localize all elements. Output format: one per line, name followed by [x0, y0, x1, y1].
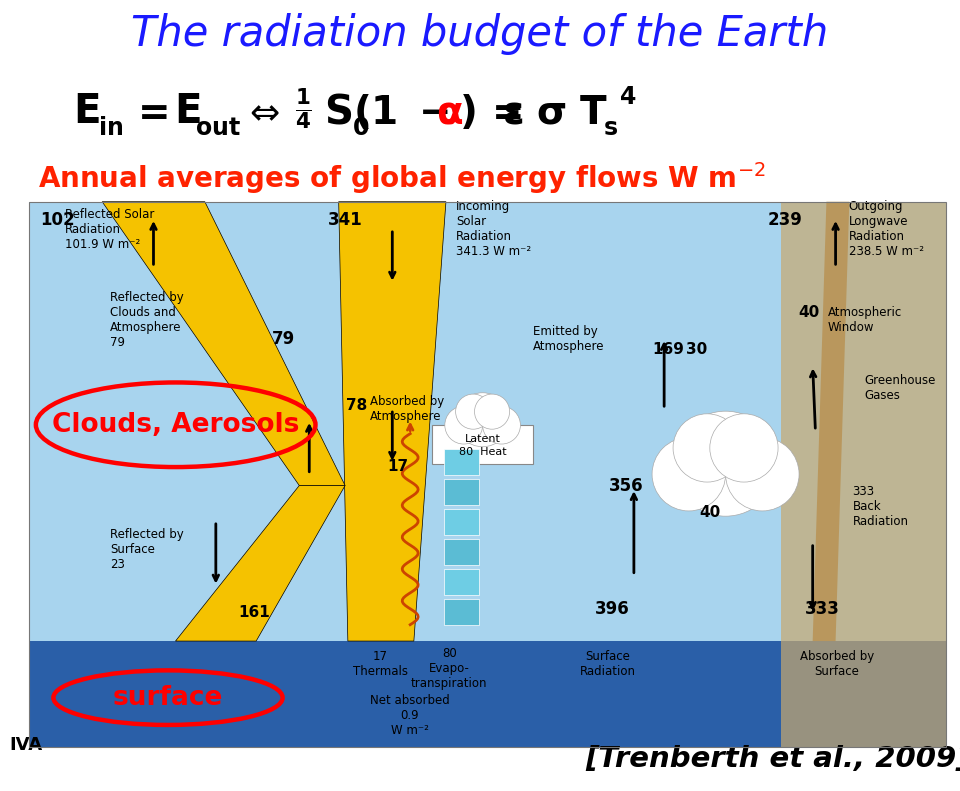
Text: 341: 341 [328, 211, 363, 229]
Text: Annual averages of global energy flows W m$^{-2}$: Annual averages of global energy flows W… [38, 160, 766, 196]
Bar [444, 449, 479, 475]
Text: Reflected by
Clouds and
Atmosphere
79: Reflected by Clouds and Atmosphere 79 [110, 291, 184, 350]
Text: 396: 396 [595, 600, 630, 618]
Text: $\mathbf{(1\ -}$: $\mathbf{(1\ -}$ [352, 93, 448, 132]
Text: 40: 40 [799, 305, 820, 320]
Text: 17: 17 [387, 460, 408, 474]
Text: 30: 30 [686, 343, 708, 357]
Circle shape [474, 394, 510, 430]
Polygon shape [102, 202, 345, 486]
Polygon shape [176, 486, 345, 641]
Text: 80
Evapo-
transpiration: 80 Evapo- transpiration [411, 647, 488, 690]
Bar [29, 641, 946, 747]
Text: 102: 102 [40, 211, 75, 229]
Text: $\mathbf{)}$: $\mathbf{)}$ [459, 93, 476, 132]
Text: $\mathbf{=}$: $\mathbf{=}$ [130, 93, 168, 131]
Polygon shape [339, 202, 446, 641]
Text: The radiation budget of the Earth: The radiation budget of the Earth [132, 13, 828, 55]
Bar [780, 202, 946, 747]
Text: Latent: Latent [465, 433, 500, 444]
Circle shape [726, 437, 799, 511]
Text: Net absorbed
0.9
W m⁻²: Net absorbed 0.9 W m⁻² [370, 694, 450, 737]
Text: $\mathbf{\alpha}$: $\mathbf{\alpha}$ [436, 93, 463, 131]
Circle shape [673, 411, 778, 517]
Circle shape [673, 414, 741, 482]
Text: Outgoing
Longwave
Radiation
238.5 W m⁻²: Outgoing Longwave Radiation 238.5 W m⁻² [849, 200, 924, 259]
Circle shape [444, 407, 483, 444]
Text: 356: 356 [609, 478, 643, 495]
Text: Absorbed by
Surface: Absorbed by Surface [800, 650, 875, 679]
Text: $\mathbf{\varepsilon\ \sigma\ T}$: $\mathbf{\varepsilon\ \sigma\ T}$ [502, 93, 608, 131]
Text: 80  Heat: 80 Heat [459, 447, 507, 457]
Bar [444, 539, 479, 565]
Text: Emitted by
Atmosphere: Emitted by Atmosphere [533, 324, 604, 353]
Bar [29, 202, 946, 641]
Text: $\mathbf{S}$: $\mathbf{S}$ [324, 93, 352, 132]
Text: 78: 78 [346, 399, 367, 413]
Text: 79: 79 [272, 330, 295, 347]
Text: Reflected by
Surface
23: Reflected by Surface 23 [110, 528, 184, 571]
Text: Atmospheric
Window: Atmospheric Window [828, 306, 901, 335]
Circle shape [456, 393, 510, 447]
Text: $\mathbf{E}$: $\mathbf{E}$ [174, 93, 201, 132]
Text: $\mathbf{0}$: $\mathbf{0}$ [352, 116, 370, 140]
Text: Greenhouse
Gases: Greenhouse Gases [864, 373, 935, 402]
Circle shape [709, 414, 778, 482]
Text: $\mathbf{s}$: $\mathbf{s}$ [603, 116, 618, 140]
Text: IVA: IVA [10, 736, 43, 754]
Bar [29, 202, 946, 747]
Text: 40: 40 [699, 505, 720, 520]
Polygon shape [813, 202, 850, 641]
Circle shape [483, 407, 520, 444]
Bar [444, 570, 479, 595]
Text: $\mathbf{=}$: $\mathbf{=}$ [484, 93, 522, 131]
Bar [432, 426, 533, 464]
Text: 333
Back
Radiation: 333 Back Radiation [852, 485, 908, 528]
Text: Surface
Radiation: Surface Radiation [580, 650, 636, 679]
Text: Clouds, Aerosols: Clouds, Aerosols [52, 412, 300, 437]
Bar [444, 509, 479, 535]
Text: $\mathbf{4}$: $\mathbf{4}$ [619, 85, 636, 108]
Text: 333: 333 [804, 600, 839, 618]
Text: 161: 161 [238, 605, 270, 619]
Text: Reflected Solar
Radiation
101.9 W m⁻²: Reflected Solar Radiation 101.9 W m⁻² [65, 208, 155, 251]
Text: $\mathbf{out}$: $\mathbf{out}$ [195, 116, 241, 140]
Text: surface: surface [113, 685, 223, 710]
Text: Absorbed by
Atmosphere: Absorbed by Atmosphere [370, 395, 444, 423]
Circle shape [456, 394, 491, 430]
Text: $\mathbf{\frac{1}{4}}$: $\mathbf{\frac{1}{4}}$ [295, 86, 312, 132]
Bar [444, 479, 479, 505]
Text: Incoming
Solar
Radiation
341.3 W m⁻²: Incoming Solar Radiation 341.3 W m⁻² [456, 200, 531, 259]
Text: 17
Thermals: 17 Thermals [352, 650, 408, 679]
Circle shape [652, 437, 726, 511]
Text: 169: 169 [653, 343, 684, 357]
Text: [Trenberth et al., 2009]: [Trenberth et al., 2009] [586, 745, 960, 774]
Text: $\mathbf{E}$: $\mathbf{E}$ [73, 93, 100, 132]
Text: $\mathbf{in}$: $\mathbf{in}$ [98, 116, 123, 140]
Bar [444, 599, 479, 625]
Text: $\Leftrightarrow$: $\Leftrightarrow$ [242, 96, 280, 129]
Text: 239: 239 [768, 211, 803, 229]
